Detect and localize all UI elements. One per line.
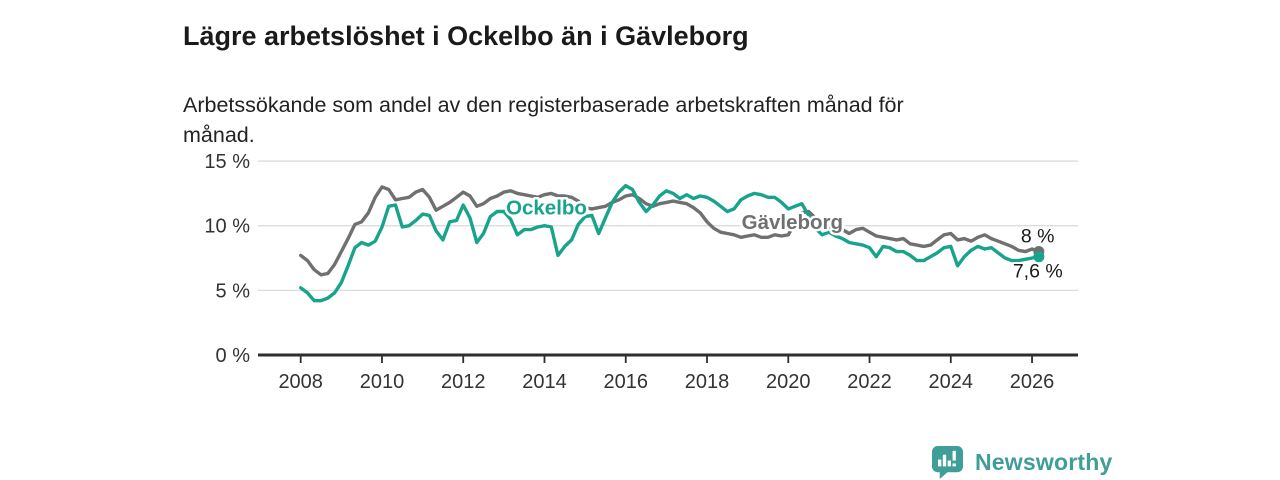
bar-chart-speech-bubble-icon (931, 445, 964, 479)
x-tick-label: 2016 (603, 371, 648, 393)
newsworthy-logo: Newsworthy (931, 445, 1112, 479)
x-tick-label: 2022 (847, 371, 892, 393)
y-tick-label: 5 % (216, 280, 251, 302)
ockelbo-line (299, 183, 1041, 303)
chart-subtitle: Arbetssökande som andel av den registerb… (183, 90, 1083, 150)
x-tick-label: 2020 (766, 371, 811, 393)
brand-name: Newsworthy (975, 448, 1113, 475)
x-tick-label: 2012 (441, 371, 486, 393)
chart-subtitle-line-1: Arbetssökande som andel av den registerb… (183, 92, 904, 117)
x-tick-label: 2010 (360, 371, 405, 393)
ockelbo-end-dot (1033, 251, 1045, 263)
x-tick-label: 2018 (685, 371, 730, 393)
x-tick-label: 2008 (278, 371, 323, 393)
y-tick-label: 15 % (204, 151, 250, 173)
x-tick-label: 2014 (522, 371, 567, 393)
y-tick-label: 0 % (216, 345, 251, 367)
chart-title: Lägre arbetslöshet i Ockelbo än i Gävleb… (183, 21, 749, 52)
x-tick-label: 2026 (1010, 371, 1055, 393)
gävleborg-end-value-label: 8 % (1021, 226, 1055, 248)
gävleborg-series-label: Gävleborg (742, 211, 843, 234)
chart-subtitle-line-2: månad. (183, 122, 255, 147)
ockelbo-series-label: Ockelbo (506, 197, 587, 220)
gävleborg-line (299, 185, 1041, 277)
x-tick-label: 2024 (929, 371, 974, 393)
ockelbo-end-value-label: 7,6 % (1013, 261, 1063, 283)
y-tick-label: 10 % (204, 216, 250, 238)
